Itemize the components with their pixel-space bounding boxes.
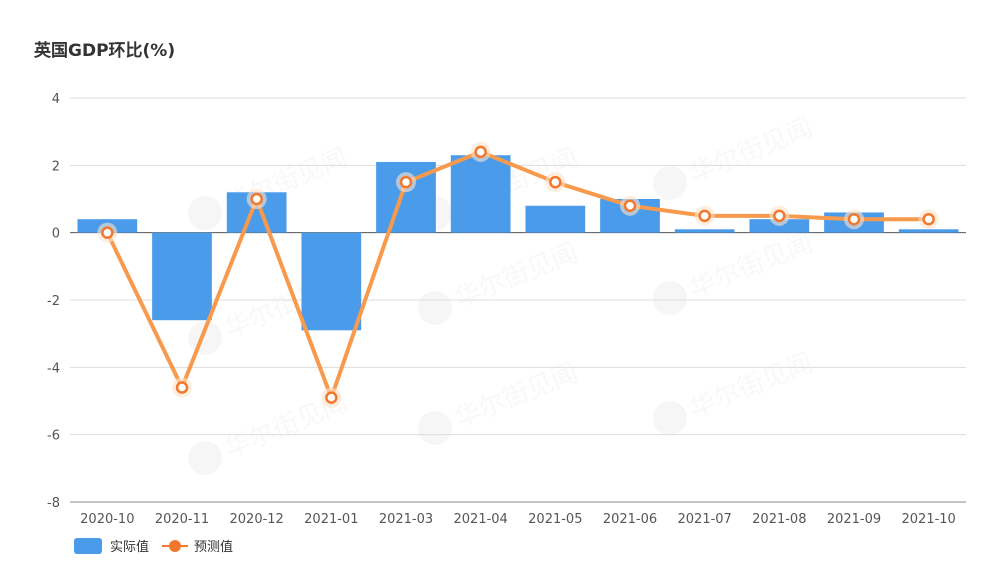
watermark: 华尔街见闻 <box>653 228 817 315</box>
bar-actual[interactable] <box>301 232 362 331</box>
watermark-text: 华尔街见闻 <box>450 238 582 315</box>
x-tick-label: 2021-03 <box>379 512 433 527</box>
x-tick-label: 2021-09 <box>827 512 881 527</box>
x-tick-label: 2021-10 <box>902 512 956 527</box>
legend-forecast-marker[interactable] <box>169 540 181 552</box>
forecast-point[interactable] <box>101 226 114 239</box>
forecast-point[interactable] <box>399 175 413 189</box>
watermark: 华尔街见闻 <box>653 113 817 200</box>
watermark-logo-icon <box>653 281 687 315</box>
forecast-point[interactable] <box>698 209 711 223</box>
watermark-logo-icon <box>188 196 222 230</box>
x-tick-label: 2021-07 <box>678 512 732 527</box>
forecast-point[interactable] <box>175 381 189 394</box>
watermark-text: 华尔街见闻 <box>685 228 817 305</box>
y-tick-label: 4 <box>52 92 60 107</box>
forecast-point[interactable] <box>922 212 935 226</box>
bar-actual[interactable] <box>674 229 735 233</box>
watermark-logo-icon <box>418 411 452 445</box>
watermark-logo-icon <box>418 291 452 325</box>
y-tick-label: -2 <box>47 294 60 309</box>
bar-actual[interactable] <box>749 219 810 233</box>
x-tick-label: 2021-06 <box>603 512 657 527</box>
watermark-text: 华尔街见闻 <box>685 348 817 425</box>
legend-actual-swatch[interactable] <box>74 538 102 554</box>
forecast-point[interactable] <box>623 199 637 212</box>
watermark-text: 华尔街见闻 <box>685 113 817 190</box>
bar-actual[interactable] <box>898 229 959 233</box>
watermark: 华尔街见闻 <box>418 358 582 445</box>
bar-actual[interactable] <box>152 232 212 321</box>
forecast-point[interactable] <box>474 145 487 159</box>
watermark-logo-icon <box>653 401 687 435</box>
x-tick-label: 2021-01 <box>304 512 358 527</box>
x-tick-label: 2020-12 <box>230 512 284 527</box>
y-tick-label: -8 <box>47 496 60 511</box>
watermark-text: 华尔街见闻 <box>450 358 582 435</box>
x-tick-label: 2020-10 <box>80 512 134 527</box>
legend-actual-label[interactable]: 实际值 <box>110 539 149 555</box>
x-tick-label: 2021-08 <box>752 512 806 527</box>
watermark: 华尔街见闻 <box>418 238 582 325</box>
forecast-line <box>105 149 929 400</box>
forecast-point[interactable] <box>250 192 263 206</box>
bar-actual[interactable] <box>525 205 586 233</box>
forecast-point[interactable] <box>325 391 338 404</box>
bar-actual[interactable] <box>450 155 511 233</box>
y-tick-label: 0 <box>52 227 60 242</box>
y-tick-label: 2 <box>52 159 60 174</box>
x-tick-label: 2021-05 <box>528 512 582 527</box>
legend-forecast-label[interactable]: 预测值 <box>194 539 233 555</box>
forecast-point[interactable] <box>773 209 786 223</box>
y-tick-label: -6 <box>47 429 60 444</box>
forecast-point[interactable] <box>549 175 562 189</box>
x-tick-label: 2021-04 <box>454 512 508 527</box>
watermark-logo-icon <box>188 441 222 475</box>
y-tick-label: -4 <box>47 361 60 376</box>
chart-title: 英国GDP环比(%) <box>34 41 176 61</box>
watermark-logo-icon <box>653 166 687 200</box>
x-tick-label: 2020-11 <box>155 512 209 527</box>
forecast-point[interactable] <box>847 212 861 226</box>
watermark: 华尔街见闻 <box>653 348 817 435</box>
